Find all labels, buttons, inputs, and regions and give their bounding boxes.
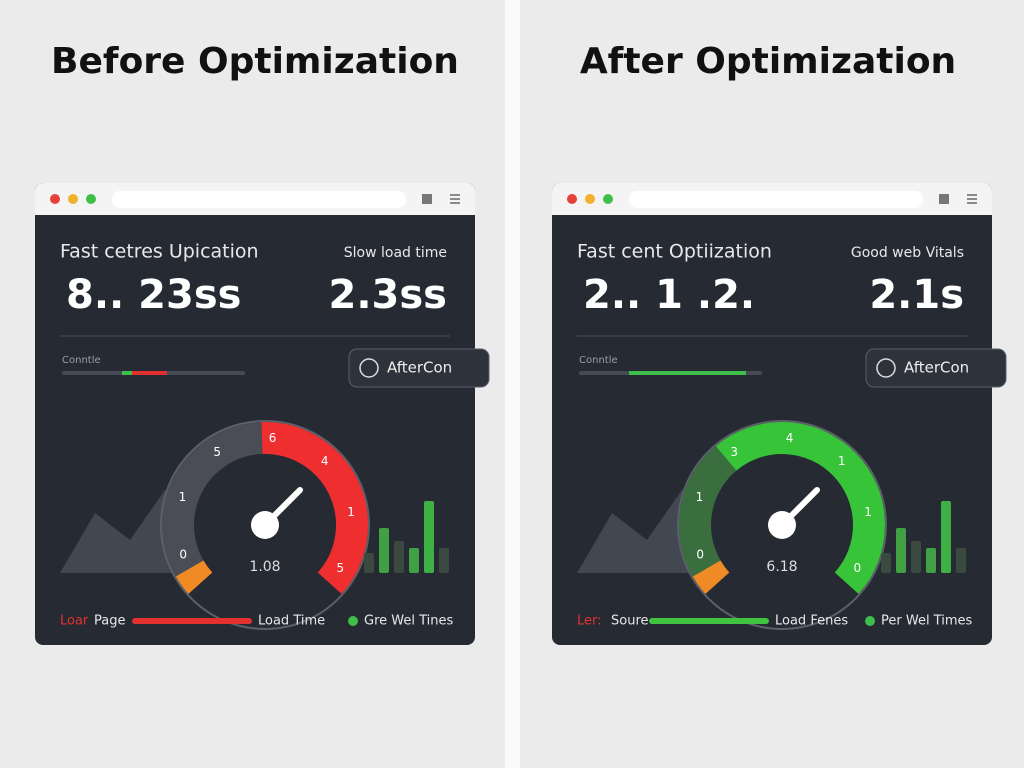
side-bar <box>896 528 906 573</box>
gauge-value: 1.08 <box>249 559 280 575</box>
footer-bar <box>649 618 769 624</box>
button-icon <box>359 358 379 378</box>
progress-fill <box>122 371 132 375</box>
gauge-arc <box>162 422 264 594</box>
mountain <box>577 490 707 573</box>
gauge-outline <box>160 420 370 630</box>
footer-dot <box>348 616 358 626</box>
side-bar <box>379 528 389 573</box>
side-bar <box>956 548 966 573</box>
side-bar <box>394 541 404 573</box>
gauge-arc <box>715 422 885 594</box>
metric-main: 2.. 1 .2. <box>583 272 755 318</box>
toolbar-icon[interactable] <box>422 194 432 204</box>
gauge-label: 0 <box>854 561 862 575</box>
footer-label: Loar <box>60 614 89 629</box>
side-bar <box>409 548 419 573</box>
heading: Fast cent Optiization <box>577 241 772 263</box>
button-icon <box>876 358 896 378</box>
progress-label: Conntle <box>579 355 618 366</box>
title: After Optimization <box>580 41 956 82</box>
after-button[interactable] <box>865 348 1007 388</box>
gauge-label: 0 <box>179 547 187 561</box>
footer-label: Per Wel Times <box>881 614 973 629</box>
footer-label: Soure <box>611 614 649 629</box>
progress-fill <box>132 371 167 375</box>
side-bar <box>424 501 434 573</box>
footer-label: Load Fenes <box>775 614 848 629</box>
window-dot[interactable] <box>567 194 577 204</box>
side-bar <box>439 548 449 573</box>
gauge-arc <box>261 422 368 594</box>
side-bar <box>926 548 936 573</box>
side-bar <box>881 553 891 573</box>
footer-dot <box>865 616 875 626</box>
heading: Fast cetres Upication <box>60 241 259 263</box>
gauge-label: 1 <box>696 490 704 504</box>
gauge-label: 5 <box>337 561 345 575</box>
footer-label: Page <box>94 614 125 629</box>
side-bar <box>941 501 951 573</box>
needle-hub <box>251 511 279 539</box>
side-bar <box>364 553 374 573</box>
gauge-label: 0 <box>696 547 704 561</box>
toolbar-icon[interactable] <box>939 194 949 204</box>
gauge-label: 5 <box>213 445 221 459</box>
button-label: AfterCon <box>904 359 969 377</box>
metric-main: 8.. 23ss <box>66 272 241 318</box>
gauge-label: 3 <box>730 445 738 459</box>
address-bar[interactable] <box>629 191 923 208</box>
gauge-value: 6.18 <box>766 559 797 575</box>
window-dot[interactable] <box>585 194 595 204</box>
title: Before Optimization <box>51 41 459 82</box>
gauge-label: 1 <box>864 505 872 519</box>
after-button[interactable] <box>348 348 490 388</box>
progress-label: Conntle <box>62 355 101 366</box>
address-bar[interactable] <box>112 191 406 208</box>
gauge-arc <box>692 560 730 594</box>
status: Slow load time <box>344 245 447 261</box>
footer-label: Ler: <box>577 614 602 629</box>
window-dot[interactable] <box>50 194 60 204</box>
gauge-label: 4 <box>786 431 794 445</box>
progress-fill <box>629 371 746 375</box>
mountain <box>60 490 190 573</box>
footer-bar <box>132 618 252 624</box>
gauge-label: 1 <box>179 490 187 504</box>
status: Good web Vitals <box>851 245 964 261</box>
gauge-arc <box>175 560 213 594</box>
gauge-label: 1 <box>838 454 846 468</box>
gauge-label: 4 <box>321 454 329 468</box>
footer-label: Gre Wel Tines <box>364 614 453 629</box>
gauge-label: 1 <box>347 505 355 519</box>
metric-side: 2.1s <box>869 272 964 318</box>
button-label: AfterCon <box>387 359 452 377</box>
gauge-label: 6 <box>269 431 277 445</box>
window-dot[interactable] <box>86 194 96 204</box>
window-dot[interactable] <box>603 194 613 204</box>
metric-side: 2.3ss <box>329 272 447 318</box>
side-bar <box>911 541 921 573</box>
divider <box>505 0 520 768</box>
footer-label: Load Time <box>258 614 325 629</box>
window-dot[interactable] <box>68 194 78 204</box>
needle-hub <box>768 511 796 539</box>
gauge-outline <box>677 420 887 630</box>
